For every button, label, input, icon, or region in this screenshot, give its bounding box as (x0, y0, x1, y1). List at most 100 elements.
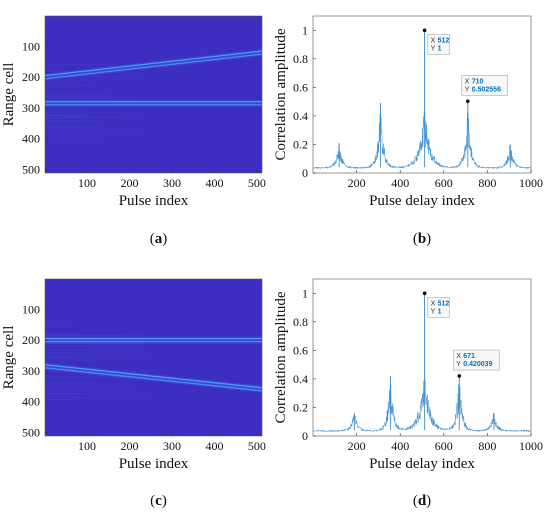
y-tick-label: 0.6 (293, 343, 308, 357)
x-tick-label: 300 (163, 439, 181, 453)
y-tick-label: 0 (302, 166, 308, 180)
series-line (312, 30, 532, 170)
y-tick-label: 0.2 (293, 400, 308, 414)
panel-caption-c: (c) (150, 493, 167, 509)
datatip-x-label: X (456, 353, 461, 360)
x-tick-label: 500 (248, 176, 266, 190)
x-tick-label: 500 (248, 439, 266, 453)
y-tick-label: 0.8 (293, 315, 308, 329)
plot-frame (44, 15, 263, 174)
y-tick-label: 400 (22, 395, 40, 409)
heatmap-panel-c: 100 200 300 400 500 100 200 300 400 500 Pulse inde… (1, 278, 266, 472)
y-tick-label: 100 (22, 302, 40, 316)
datatip-y-value: 0.502556 (472, 86, 501, 93)
heatmap-panel-a: 100 200 300 400 500 100 200 300 400 500 Pulse inde… (1, 15, 266, 209)
x-tick-label: 100 (78, 176, 96, 190)
datatip-x-value: 671 (463, 353, 475, 360)
track-line (45, 53, 262, 80)
x-tick-label: 1000 (519, 439, 543, 453)
y-tick-label: 400 (22, 132, 40, 146)
y-tick-label: 0 (302, 429, 308, 443)
y-axis-label: Range cell (1, 326, 17, 390)
y-tick-label: 500 (22, 162, 40, 176)
heatmap-background (45, 16, 262, 173)
y-tick-label: 0.4 (293, 109, 308, 123)
y-tick-label: 1 (302, 286, 308, 300)
datatip-y-value: 1 (438, 308, 442, 315)
x-tick-label: 200 (348, 176, 366, 190)
y-tick-label: 1 (302, 23, 308, 37)
x-tick-label: 800 (478, 439, 496, 453)
heatmap-background (45, 279, 262, 436)
y-tick-label: 300 (22, 101, 40, 115)
panel-caption-b: (b) (413, 231, 431, 247)
y-tick-label: 0.2 (293, 137, 308, 151)
panel-caption-letter: d (418, 493, 427, 509)
y-axis-label: Correlation amplitude (273, 28, 289, 160)
datatip-y-label: Y (456, 361, 461, 368)
panel-caption-letter: a (155, 231, 163, 247)
y-tick-label: 100 (22, 39, 40, 53)
panel-caption-letter: c (155, 493, 162, 509)
y-tick-label: 200 (22, 333, 40, 347)
datatip-x-value: 512 (438, 37, 450, 44)
track-glow (45, 49, 262, 81)
datatip-box (461, 75, 509, 96)
x-tick-label: 800 (478, 176, 496, 190)
datatip-y-value: 1 (438, 45, 442, 52)
plot-frame (44, 278, 263, 437)
track-line (45, 367, 262, 392)
y-tick-label: 500 (22, 425, 40, 439)
y-tick-label: 0.8 (293, 52, 308, 66)
x-tick-label: 300 (163, 176, 181, 190)
y-axis-label: Range cell (1, 63, 17, 127)
track-glow (45, 362, 262, 393)
datatip-x-label: X (431, 300, 436, 307)
datatip-x-label: X (431, 37, 436, 44)
x-tick-label: 400 (205, 439, 223, 453)
x-tick-label: 600 (435, 176, 453, 190)
datatip-marker (422, 291, 427, 296)
datatip-y-label: Y (431, 308, 436, 315)
datatip-y-label: Y (431, 45, 436, 52)
x-tick-label: 600 (435, 439, 453, 453)
datatip-x-label: X (465, 78, 470, 85)
track-line (45, 364, 262, 389)
x-tick-label: 200 (348, 439, 366, 453)
track-line (45, 50, 262, 77)
x-tick-label: 200 (121, 176, 139, 190)
y-tick-label: 0.6 (293, 80, 308, 94)
datatip-x-value: 512 (438, 300, 450, 307)
panel-caption-letter: b (418, 231, 426, 247)
x-axis-label: Pulse index (119, 456, 189, 472)
x-tick-label: 400 (391, 176, 409, 190)
series-line (312, 293, 531, 433)
datatip-box (427, 34, 450, 55)
x-tick-label: 1000 (519, 176, 543, 190)
x-tick-label: 400 (391, 439, 409, 453)
correlation-panel-d: 200 400 600 800 1000 0 0.2 0.4 0.6 0.8 1 Pulse dela… (273, 278, 543, 472)
datatip-y-label: Y (465, 86, 470, 93)
x-axis-label: Pulse delay index (369, 193, 475, 209)
panel-caption-a: (a) (150, 231, 168, 247)
x-tick-label: 400 (205, 176, 223, 190)
heatmap-tracks (45, 49, 262, 140)
datatip-y-value: 0.420039 (463, 361, 492, 368)
y-tick-label: 200 (22, 70, 40, 84)
datatip-marker (422, 28, 427, 33)
y-tick-label: 300 (22, 364, 40, 378)
datatip-marker (465, 99, 470, 104)
datatip-marker (457, 374, 462, 378)
datatip-box (427, 297, 450, 318)
x-axis-label: Pulse index (119, 193, 189, 209)
datatip-box (453, 349, 500, 371)
y-axis-label: Correlation amplitude (273, 291, 289, 423)
x-tick-label: 200 (121, 439, 139, 453)
panel-caption-d: (d) (413, 493, 431, 509)
y-tick-label: 0.4 (293, 372, 308, 386)
x-axis-label: Pulse delay index (369, 456, 475, 472)
correlation-panel-b: 200 400 600 800 1000 0 0.2 0.4 0.6 0.8 1 Pulse dela… (273, 15, 543, 209)
datatip-x-value: 710 (472, 78, 484, 85)
heatmap-tracks (45, 326, 262, 401)
